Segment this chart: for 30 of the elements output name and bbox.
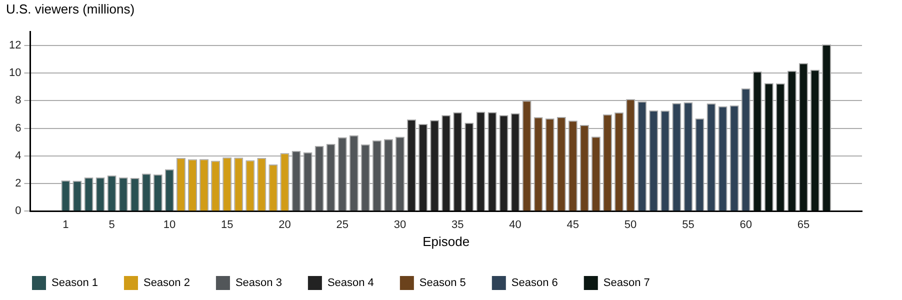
y-tick-label: 4 [15, 150, 22, 162]
x-tick-label: 40 [509, 218, 522, 231]
x-tick-label: 55 [682, 218, 694, 231]
x-tick-label: 50 [624, 218, 637, 231]
y-tick-label: 8 [15, 94, 22, 107]
x-tick-label: 45 [566, 218, 580, 231]
y-tick-label: 2 [15, 178, 22, 190]
x-tick-label: 10 [163, 218, 176, 231]
legend-label: Season 6 [511, 277, 558, 290]
x-tick-label: 60 [740, 218, 752, 231]
x-tick-label: 1 [62, 218, 69, 231]
x-axis-title: Episode [422, 234, 470, 249]
y-tick-label: 12 [8, 39, 22, 52]
x-tick-label: 15 [220, 218, 234, 231]
y-tick-label: 6 [15, 122, 22, 134]
legend-label: Season 3 [235, 277, 282, 290]
y-axis-title: U.S. viewers (millions) [6, 1, 135, 16]
x-tick-label: 30 [394, 218, 406, 231]
legend-label: Season 1 [52, 277, 98, 290]
y-tick-label: 10 [8, 67, 22, 80]
legend-label: Season 2 [143, 277, 190, 290]
x-tick-label: 35 [452, 218, 464, 231]
x-tick-label: 25 [336, 218, 348, 231]
legend-label: Season 7 [603, 277, 650, 290]
legend-label: Season 4 [327, 277, 374, 290]
y-tick-label: 0 [15, 205, 22, 218]
x-tick-label: 5 [108, 218, 115, 231]
x-tick-label: 20 [278, 218, 291, 231]
legend-label: Season 5 [419, 277, 466, 290]
x-tick-label: 65 [797, 218, 810, 231]
